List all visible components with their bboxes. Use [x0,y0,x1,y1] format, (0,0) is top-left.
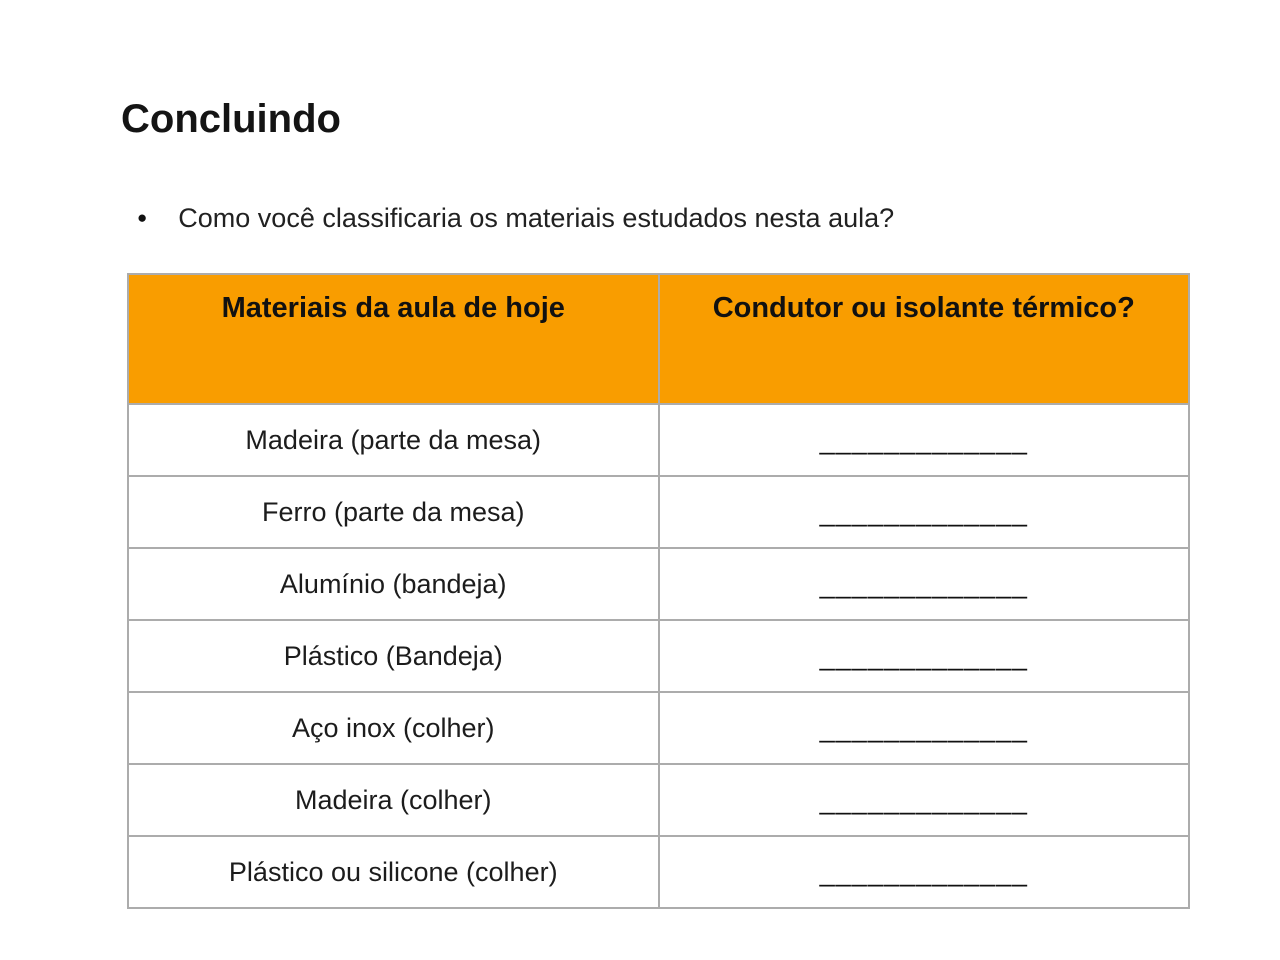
answer-blank-cell: _____________ [657,547,1190,621]
answer-blank-cell: _____________ [657,691,1190,765]
table-row: Alumínio (bandeja) _____________ [127,547,1190,621]
bullet-icon: ● [137,208,148,227]
table-row: Madeira (colher) _____________ [127,763,1190,837]
table-row: Aço inox (colher) _____________ [127,691,1190,765]
material-cell: Ferro (parte da mesa) [127,475,660,549]
answer-blank-cell: _____________ [657,619,1190,693]
material-cell: Plástico ou silicone (colher) [127,835,660,909]
slide-title: Concluindo [121,97,341,141]
material-cell: Plástico (Bandeja) [127,619,660,693]
answer-blank-line: _____________ [819,856,1028,887]
answer-blank-line: _____________ [819,496,1028,527]
material-cell: Madeira (colher) [127,763,660,837]
table-row: Plástico (Bandeja) _____________ [127,619,1190,693]
table-header-materials: Materiais da aula de hoje [127,273,660,405]
answer-blank-line: _____________ [819,424,1028,455]
answer-blank-cell: _____________ [657,403,1190,477]
materials-table: Materiais da aula de hoje Condutor ou is… [127,273,1190,909]
answer-blank-line: _____________ [819,640,1028,671]
answer-blank-line: _____________ [819,784,1028,815]
table-row: Ferro (parte da mesa) _____________ [127,475,1190,549]
answer-blank-cell: _____________ [657,835,1190,909]
table-row: Plástico ou silicone (colher) __________… [127,835,1190,909]
material-cell: Alumínio (bandeja) [127,547,660,621]
bullet-text: Como você classificaria os materiais est… [178,203,895,233]
answer-blank-cell: _____________ [657,763,1190,837]
material-cell: Aço inox (colher) [127,691,660,765]
bullet-item: ● Como você classificaria os materiais e… [137,199,1197,237]
material-cell: Madeira (parte da mesa) [127,403,660,477]
table-row: Madeira (parte da mesa) _____________ [127,403,1190,477]
table-header-conductor: Condutor ou isolante térmico? [657,273,1190,405]
answer-blank-line: _____________ [819,712,1028,743]
table-header-row: Materiais da aula de hoje Condutor ou is… [127,273,1190,405]
answer-blank-line: _____________ [819,568,1028,599]
answer-blank-cell: _____________ [657,475,1190,549]
